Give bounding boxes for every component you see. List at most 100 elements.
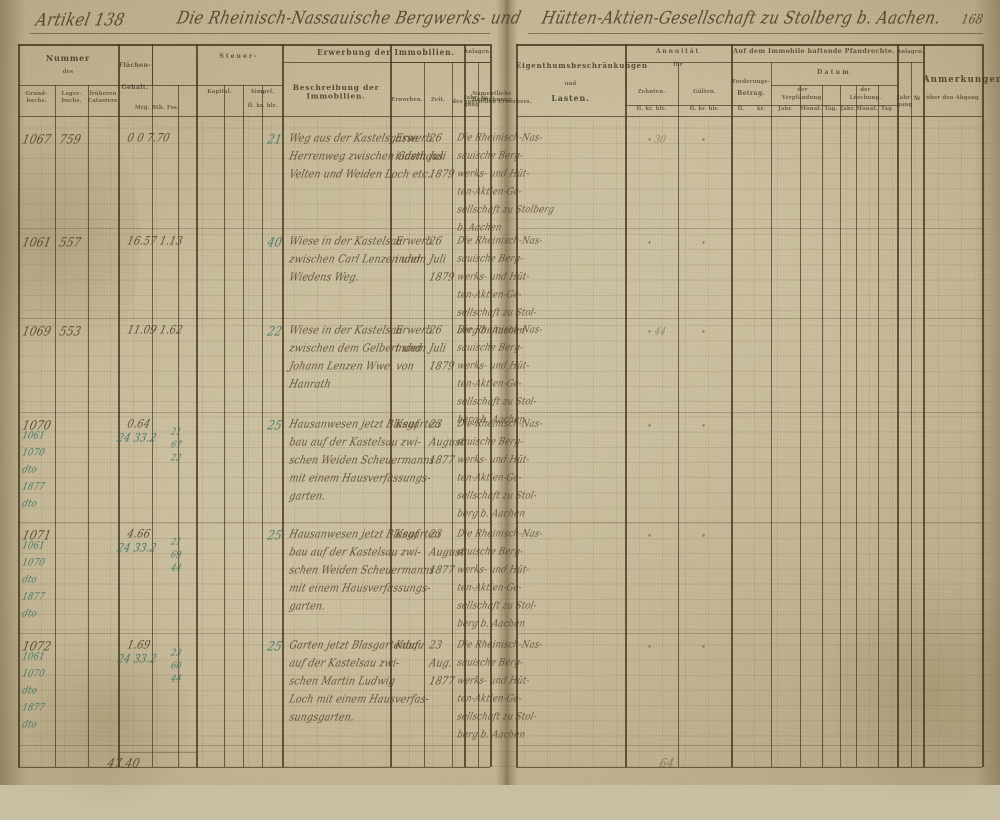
cell-flaechengehalt: 4.66 xyxy=(126,528,152,541)
row-separator xyxy=(18,318,490,319)
title-underline xyxy=(528,33,983,34)
row-separator xyxy=(516,522,982,523)
header-verpfaendung: Verpfändung. xyxy=(781,94,824,102)
header-cataster-1: früheren xyxy=(89,90,117,98)
cell-beschreibung-line: Hanrath xyxy=(288,378,333,391)
cell-annuitaet-guelten: ∙ xyxy=(700,420,707,432)
header-tag-1: Tag. xyxy=(824,105,838,113)
cell-beschreibung-line: mit einem Hausverfassungs- xyxy=(288,582,432,595)
header-pfandrechte: Auf dem Immobile haftende Pfandrechte. xyxy=(733,46,895,56)
cell-erwerber-name: sellschaft zu Stol- xyxy=(456,490,538,502)
col-border-forderung xyxy=(771,62,772,767)
cell-green-annotation: 1070 xyxy=(21,668,46,680)
header-forderung-fl: fl. xyxy=(737,105,745,113)
cell-erwerber-name: werks- und Hüt- xyxy=(456,271,531,283)
cell-erwerb-zeit: Aug. xyxy=(428,657,454,670)
cell-erwerber-name: ten-Aktien-Ge- xyxy=(456,186,523,198)
header-jahrgang-r-2: gang xyxy=(897,101,913,109)
cell-annuitaet-zehnten: ∙ xyxy=(646,641,653,653)
cell-lagerbuch-number: 759 xyxy=(58,131,83,147)
cell-erwerber-name: werks- und Hüt- xyxy=(456,360,531,372)
cell-erwerber-name: ten-Aktien-Ge- xyxy=(456,378,523,390)
col-border-steuer-top xyxy=(152,44,153,85)
header-annuitaet-fuer: für xyxy=(673,61,683,69)
cell-erwerber-name: sauische Berg- xyxy=(456,657,525,669)
title-underline xyxy=(30,33,490,34)
header-flaechen-units: Mrg. Rth. Fss. xyxy=(135,104,179,112)
cell-flaechengehalt: 0 0 7.70 xyxy=(126,132,171,145)
header-flaechen-1: Flächen- xyxy=(118,61,152,70)
header-group-divider xyxy=(282,62,490,63)
header-steuer: Steuer- xyxy=(219,52,259,61)
header-steuer-units: fl. kr. hlr. xyxy=(247,102,278,110)
cell-erwerber-name: werks- und Hüt- xyxy=(456,168,531,180)
cell-erwerb-zeit: 1879 xyxy=(428,168,456,181)
article-label: Artikel 138 xyxy=(34,9,127,30)
cell-erwerber-name: berg b. Aachen xyxy=(456,729,527,741)
header-anmerkungen-1: Anmerkungen xyxy=(923,74,1000,86)
header-anlagen-left: Anlagen. xyxy=(464,48,492,56)
cell-erwerber-name: ten-Aktien-Ge- xyxy=(456,693,523,705)
cell-erwerber-name: sellschaft zu Stol- xyxy=(456,600,538,612)
col-border-jahrgang xyxy=(478,62,479,767)
table-border-top-left xyxy=(18,44,490,46)
col-border-lagerbuch xyxy=(88,85,89,767)
header-guelten: Gülten. xyxy=(693,88,716,96)
header-beschreibung: Beschreibung der Immobilien. xyxy=(292,82,380,101)
header-eigenthum-3: Lasten. xyxy=(551,92,590,104)
cell-grundbuch-number: 1061 xyxy=(21,234,53,250)
paper-stain xyxy=(30,620,190,820)
col-border-erworben xyxy=(424,62,425,767)
cell-annuitaet-guelten: ∙ xyxy=(700,134,707,146)
header-namentliche-2: des speciellen Erwerbers. xyxy=(452,98,532,106)
header-annuitaet: Annuität xyxy=(655,47,701,56)
cell-erwerber-name: sauische Berg- xyxy=(456,436,525,448)
col-border-datum-m2 xyxy=(878,85,879,767)
cell-green-figures: 24 33.2 xyxy=(116,653,158,666)
cell-green-figures: 24 33.2 xyxy=(116,432,158,445)
header-forderung-kr: kr. xyxy=(756,105,766,113)
cell-green-annotation: dto xyxy=(21,464,38,476)
header-zehnten: Zehnten. xyxy=(637,88,666,96)
cell-beschreibung-line: mit einem Hausverfassungs- xyxy=(288,472,432,485)
cell-green-fraction: 21 xyxy=(170,426,183,437)
cell-beschreibung-line: Wiese in der Kastelsau xyxy=(288,324,404,337)
header-nummer-sign-r: № xyxy=(913,94,921,103)
cell-green-fraction: 44 xyxy=(170,673,183,684)
row-separator xyxy=(516,412,982,413)
cell-green-annotation: 1070 xyxy=(21,447,46,459)
cell-green-figures: 24 33.2 xyxy=(116,542,158,555)
cell-erwerb-zeit: 1877 xyxy=(428,675,456,688)
cell-annuitaet-zehnten: ∙ xyxy=(646,530,653,542)
cell-erwerb-zeit: 26 xyxy=(428,235,444,248)
col-border-datum-j1 xyxy=(800,85,801,767)
header-jahrgang-r-1: Jahr- xyxy=(897,94,913,102)
cell-erwerber-name: sellschaft zu Stolberg xyxy=(456,204,556,216)
cell-steuer-simpel: 25 xyxy=(266,638,284,654)
header-guelten-units: fl. kr. hlr. xyxy=(689,105,720,113)
cell-erwerber-name: Die Rheinisch-Nas- xyxy=(456,132,544,144)
cell-erwerber-name: sellschaft zu Stol- xyxy=(456,307,538,319)
cell-green-annotation: 1877 xyxy=(21,481,46,493)
cell-erwerb-zeit: 1879 xyxy=(428,360,456,373)
header-eigenthum-2: und xyxy=(564,80,577,88)
header-jahr-2: Jahr. xyxy=(840,105,856,113)
total-rule xyxy=(118,752,196,753)
cell-erwerb-zeit: Juli xyxy=(428,253,448,266)
header-nummer-sign: № xyxy=(480,94,488,103)
cell-green-fraction: 21 xyxy=(170,536,183,547)
header-forderungs-1: Forderungs- xyxy=(732,78,770,86)
cell-beschreibung-line: Wiese in der Kastelsau xyxy=(288,235,404,248)
header-units-divider xyxy=(625,105,731,106)
cell-beschreibung-line: schen Weiden Scheuermanns xyxy=(288,454,436,467)
table-border-top-right xyxy=(516,44,982,46)
cell-erwerber-name: berg b. Aachen xyxy=(456,618,527,630)
cell-erworben-art-2: indem xyxy=(394,150,428,163)
col-border-datum-m1 xyxy=(822,85,823,767)
cell-erworben-art: Kauf xyxy=(394,639,420,652)
header-eigenthum-1: Eigenthumsbeschränkungen xyxy=(516,60,648,71)
cell-flaechengehalt: 0.64 xyxy=(126,418,152,431)
cell-annuitaet-guelten: ∙ xyxy=(700,641,707,653)
col-border-grundbuch xyxy=(55,85,56,767)
